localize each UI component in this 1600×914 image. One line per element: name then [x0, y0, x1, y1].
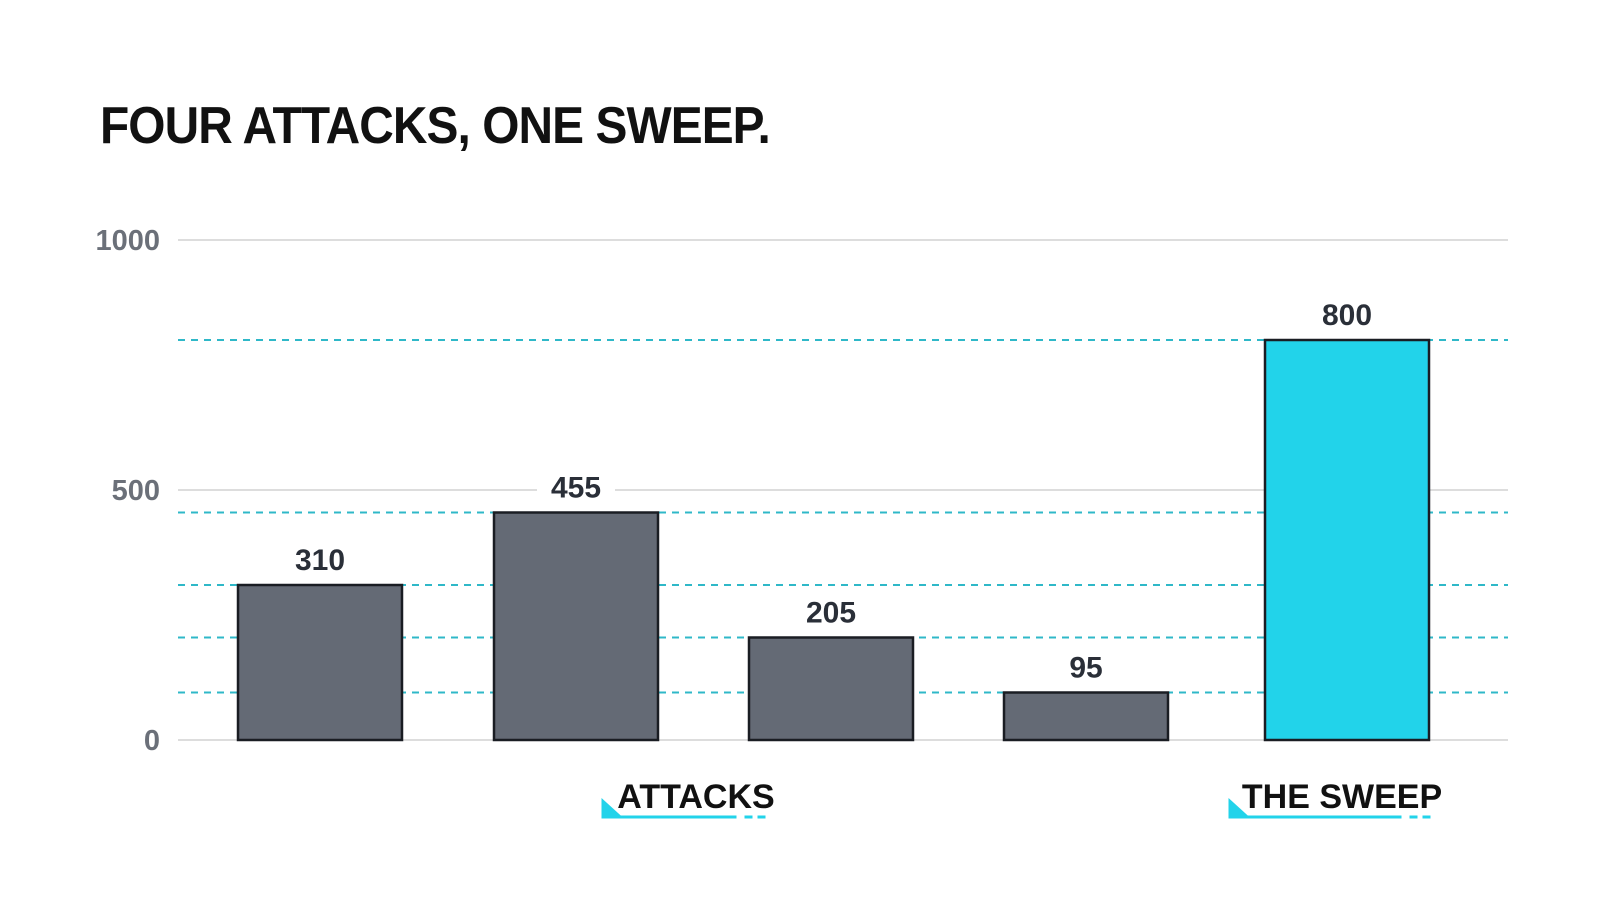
y-tick-label: 1000 [95, 225, 160, 257]
value-label-backdrop [1308, 294, 1386, 332]
bar [747, 636, 915, 742]
bar [492, 511, 660, 742]
bars [236, 338, 1431, 742]
value-labels: 310 455 205 95 800 [281, 294, 1386, 685]
bar [236, 583, 404, 742]
y-tick-label: 500 [112, 475, 160, 507]
bar-value-label: 205 [806, 597, 856, 630]
group-label-attacks: ATTACKS [601, 778, 775, 819]
value-label-backdrop [1056, 646, 1116, 685]
value-label-backdrop [792, 591, 870, 630]
group-accent-triangle [1228, 798, 1251, 818]
bar-value-label: 310 [295, 544, 345, 577]
group-label-text: ATTACKS [617, 778, 774, 816]
bar-value-label: 95 [1069, 652, 1102, 685]
bar-value-label: 800 [1322, 299, 1372, 332]
group-labels: ATTACKS THE SWEEP [601, 778, 1442, 819]
y-axis-ticks: 0 500 1000 [95, 225, 160, 757]
bar [1263, 338, 1431, 742]
bar [1002, 691, 1170, 742]
group-label-the-sweep: THE SWEEP [1228, 778, 1442, 819]
bar-value-label: 455 [551, 472, 601, 505]
value-label-backdrop [537, 466, 615, 505]
group-label-text: THE SWEEP [1242, 778, 1442, 816]
chart-title: FOUR ATTACKS, ONE SWEEP. [100, 97, 771, 155]
y-tick-label: 0 [144, 725, 160, 757]
value-label-backdrop [281, 539, 359, 577]
group-accent-triangle [601, 798, 624, 818]
